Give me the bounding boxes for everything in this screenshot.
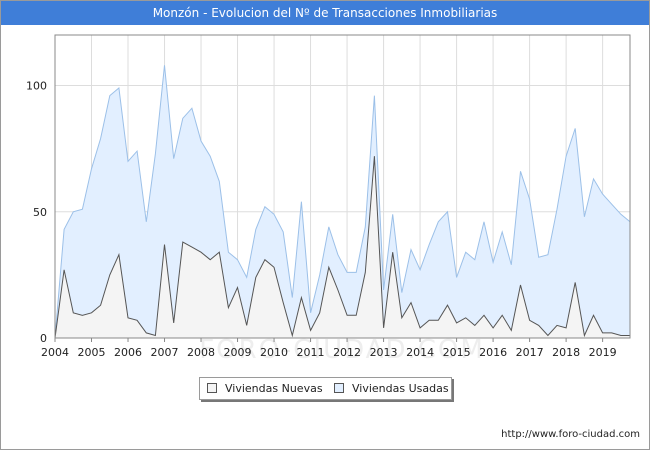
y-axis-ticks: 0 50 100 xyxy=(26,80,47,346)
plot-border xyxy=(54,34,631,339)
x-tick-label: 2004 xyxy=(41,346,69,359)
series-area-nuevas xyxy=(55,156,630,338)
x-tick-label: 2006 xyxy=(114,346,142,359)
plot-areas xyxy=(54,65,631,339)
legend-swatch-nuevas xyxy=(207,383,217,393)
x-tick-label: 2005 xyxy=(78,346,106,359)
legend-item-nuevas: Viviendas Nuevas xyxy=(207,382,323,395)
y-tick-label: 100 xyxy=(26,80,47,93)
legend-label-nuevas: Viviendas Nuevas xyxy=(225,382,323,395)
x-tick-label: 2009 xyxy=(224,346,252,359)
chart-title: Monzón - Evolucion del Nº de Transaccion… xyxy=(1,1,649,25)
x-axis-ticks: 2004 2005 2006 2007 2008 2009 2010 2011 2012 2013… xyxy=(41,338,617,359)
x-tick-label: 2008 xyxy=(187,346,215,359)
x-tick-label: 2011 xyxy=(297,346,325,359)
x-tick-label: 2019 xyxy=(589,346,617,359)
series-line-nuevas xyxy=(54,156,630,339)
footer-url[interactable]: http://www.foro-ciudad.com xyxy=(501,429,640,440)
y-tick-label: 50 xyxy=(33,206,47,219)
series-line-usadas xyxy=(54,65,631,339)
watermark: FORO-CIUDAD.COM xyxy=(199,335,485,365)
x-tick-label: 2015 xyxy=(443,346,471,359)
y-tick-label: 0 xyxy=(40,332,47,345)
x-tick-label: 2013 xyxy=(370,346,398,359)
series-area-usadas xyxy=(55,65,630,339)
x-tick-label: 2007 xyxy=(151,346,179,359)
x-tick-label: 2012 xyxy=(333,346,361,359)
x-tick-label: 2018 xyxy=(552,346,580,359)
legend: Viviendas Nuevas Viviendas Usadas xyxy=(199,377,452,400)
x-tick-label: 2014 xyxy=(406,346,434,359)
x-tick-label: 2010 xyxy=(260,346,288,359)
legend-label-usadas: Viviendas Usadas xyxy=(352,382,449,395)
legend-item-usadas: Viviendas Usadas xyxy=(334,382,449,395)
x-tick-label: 2016 xyxy=(479,346,507,359)
x-tick-label: 2017 xyxy=(516,346,544,359)
legend-swatch-usadas xyxy=(334,383,344,393)
